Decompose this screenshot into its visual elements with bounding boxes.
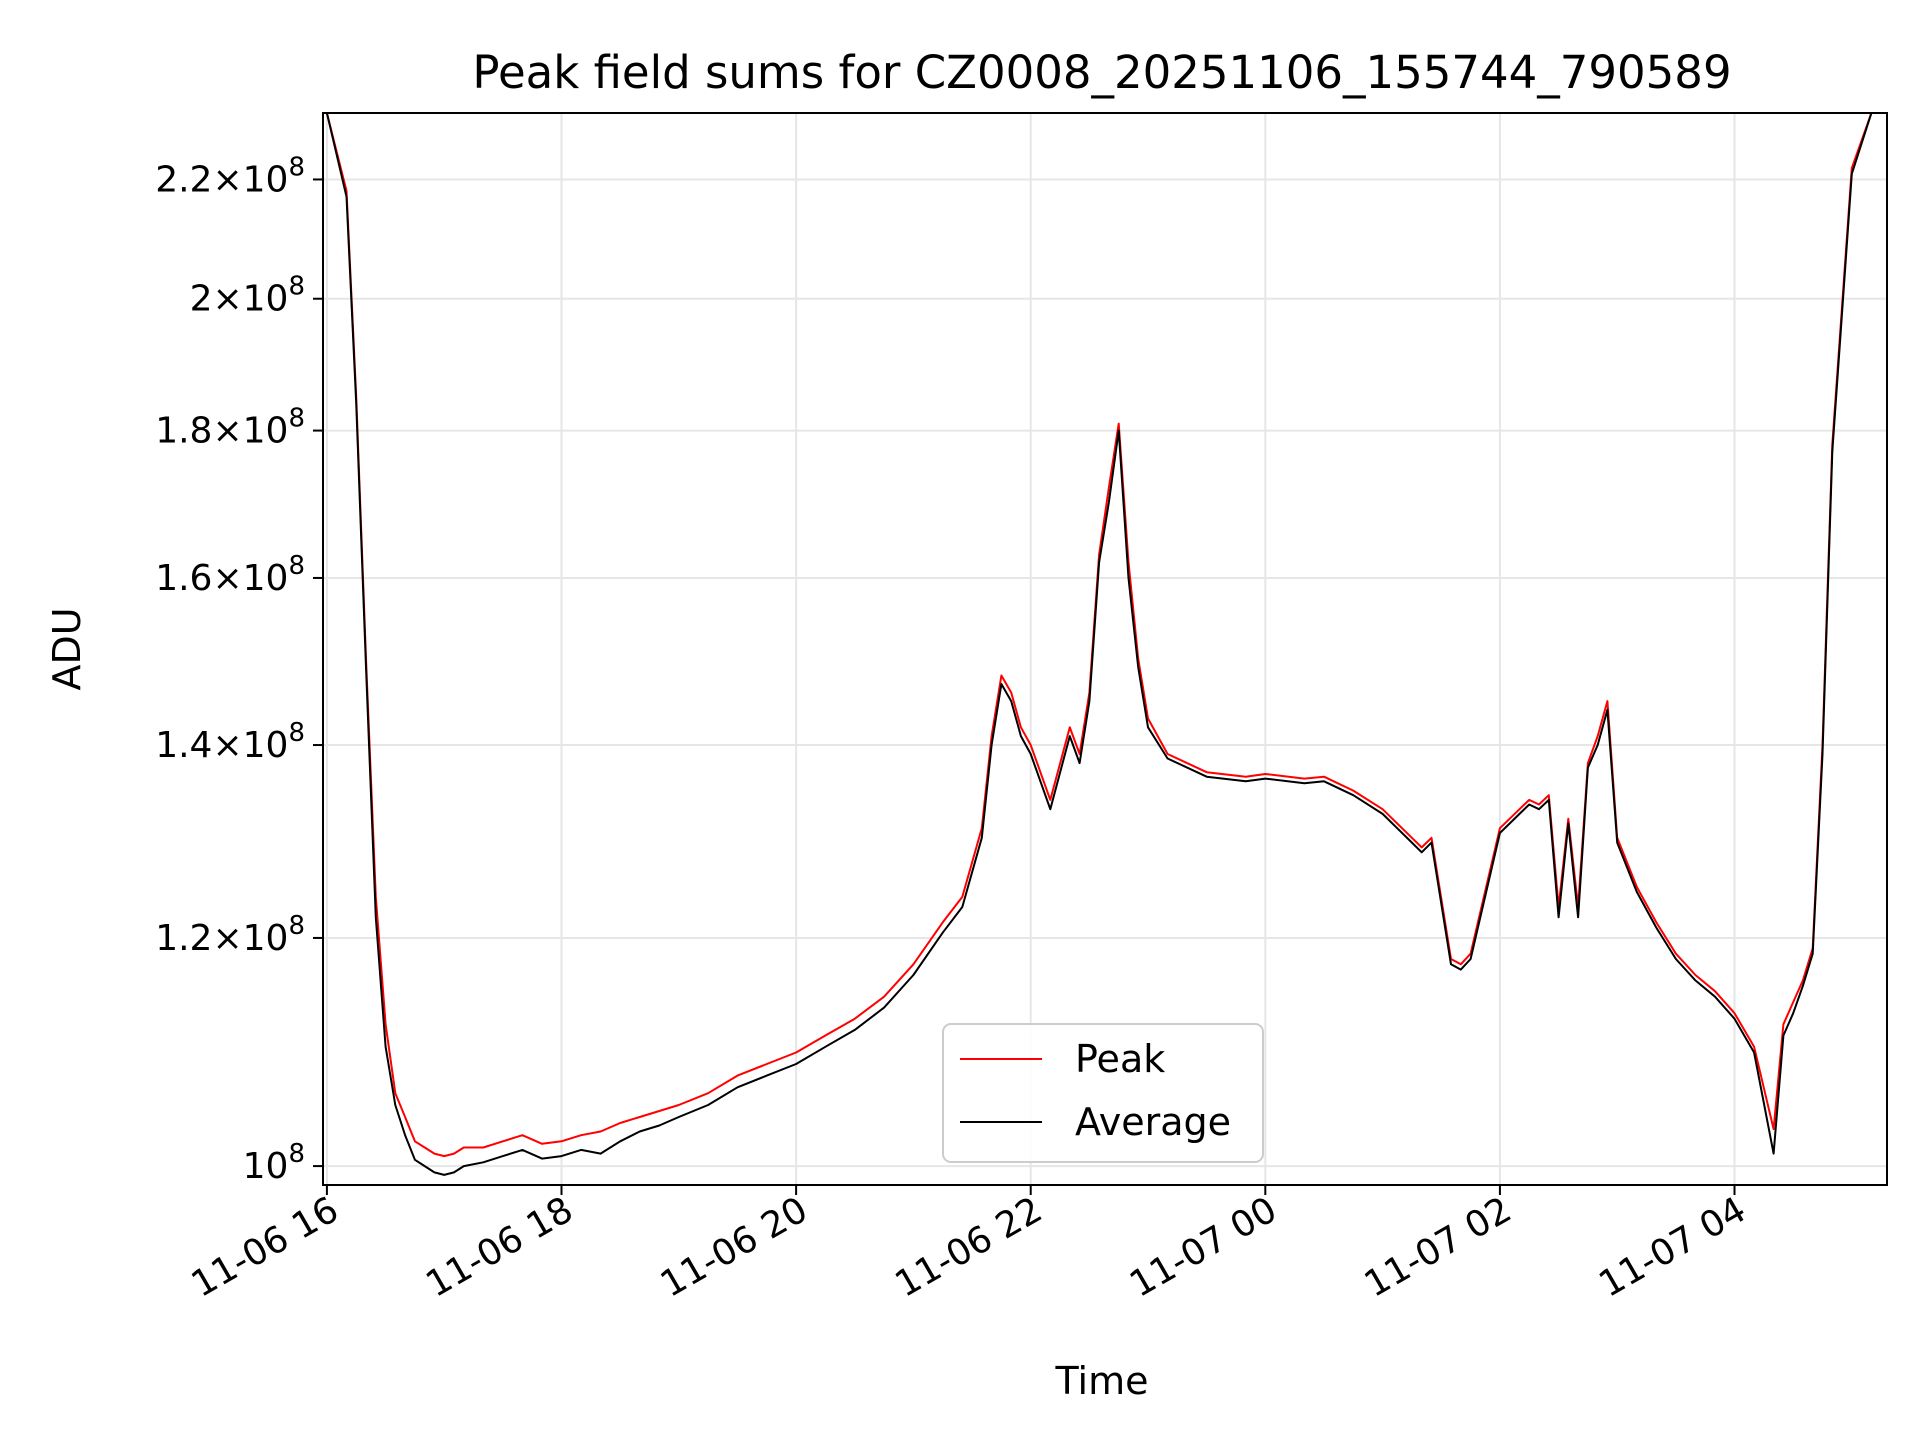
y-tick-mantissa: 1.6 (155, 558, 212, 599)
y-tick-label: 1.6×108 (155, 551, 305, 599)
y-tick-mantissa: 1.4 (155, 725, 212, 766)
chart-title: Peak field sums for CZ0008_20251106_1557… (472, 46, 1731, 99)
y-tick-exponent: 8 (288, 551, 305, 581)
y-tick-base: 10 (243, 1146, 289, 1187)
y-tick-label: 2×108 (190, 272, 305, 320)
y-tick-times: ×10 (212, 918, 288, 959)
legend: Peak Average (942, 1023, 1264, 1163)
x-axis-label: Time (1055, 1359, 1149, 1403)
y-tick-mantissa: 2 (190, 279, 213, 320)
y-tick-label: 1.2×108 (155, 911, 305, 959)
y-tick-times: ×10 (212, 279, 288, 320)
y-tick-exponent: 8 (288, 911, 305, 941)
series-line-peak (325, 113, 1887, 1158)
y-tick-exponent: 8 (288, 152, 305, 182)
y-tick-exponent: 8 (288, 718, 305, 748)
y-tick-label: 2.2×108 (155, 152, 305, 200)
y-axis: 1081.2×1081.4×1081.6×1081.8×1082×1082.2×… (155, 152, 323, 1187)
y-tick-mantissa: 2.2 (155, 159, 212, 200)
y-tick-times: ×10 (212, 725, 288, 766)
series-line-average (325, 113, 1887, 1176)
legend-label-average: Average (1075, 1100, 1231, 1144)
y-axis-label: ADU (45, 607, 89, 690)
y-tick-exponent: 8 (288, 1139, 305, 1169)
y-tick-mantissa: 1.8 (155, 411, 212, 452)
y-tick-times: ×10 (212, 558, 288, 599)
y-tick-label: 1.8×108 (155, 404, 305, 452)
grid-lines (323, 113, 1887, 1185)
series-layer (325, 113, 1887, 1176)
y-tick-times: ×10 (212, 159, 288, 200)
y-tick-mantissa: 1.2 (155, 918, 212, 959)
y-tick-exponent: 8 (288, 272, 305, 302)
y-tick-exponent: 8 (288, 404, 305, 434)
y-tick-times: ×10 (212, 411, 288, 452)
plot-frame (322, 112, 1888, 1186)
y-tick-label: 1.4×108 (155, 718, 305, 766)
legend-label-peak: Peak (1075, 1037, 1165, 1081)
y-tick-label: 108 (243, 1139, 305, 1187)
